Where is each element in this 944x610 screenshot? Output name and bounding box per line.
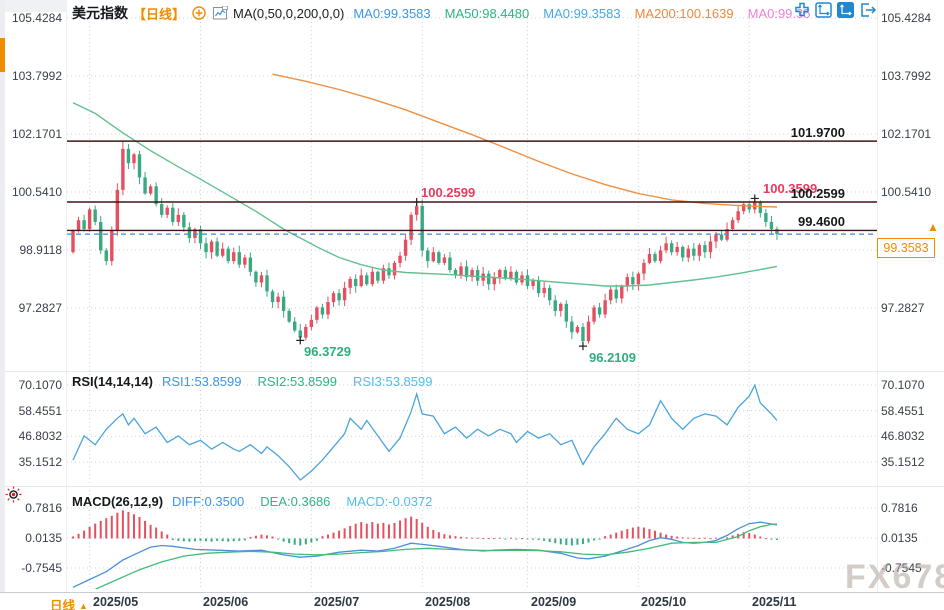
extreme-annotation: 96.3729 (304, 344, 351, 359)
price-axis-label-left: 103.7992 (11, 69, 62, 83)
date-label: 2025/09 (531, 595, 577, 609)
rsi-values: RSI1:53.8599 RSI2:53.8599 RSI3:53.8599 (162, 374, 433, 389)
axis-corner (0, 0, 66, 12)
triangle-up-icon: ▲ (79, 601, 88, 610)
exit-icon[interactable] (859, 2, 877, 18)
indicator-value: MA0:99.3583 (353, 5, 431, 21)
date-label: 2025/08 (425, 595, 471, 609)
indicator-value: DIFF:0.3500 (172, 494, 245, 509)
axis-scale-icon[interactable] (815, 2, 833, 18)
rsi-axis-label-right: 46.8032 (881, 429, 925, 443)
add-indicator-icon[interactable] (192, 6, 206, 20)
rsi-axis-label-right: 70.1070 (881, 378, 925, 392)
left-scrollbar-track[interactable] (0, 0, 5, 610)
level-price-label: 99.4600 (798, 214, 845, 229)
rsi-axis-label-left: 35.1512 (18, 455, 62, 469)
price-axis-label-left: 97.2827 (18, 301, 62, 315)
indicator-value: RSI1:53.8599 (161, 374, 242, 389)
chart-header: 美元指数 【日线】 MA(0,50,0,200,0,0) MA0:99.3583… (72, 3, 810, 23)
level-price-label: 100.2599 (790, 186, 845, 201)
price-axis-label-left: 98.9118 (19, 243, 63, 257)
indicator-value: MA50:98.4480 (444, 5, 530, 21)
rsi-axis-label-left: 70.1070 (18, 378, 62, 392)
date-label: 2025/11 (752, 595, 797, 609)
rsi-pane (72, 383, 778, 481)
rsi-header: RSI(14,14,14) RSI1:53.8599 RSI2:53.8599 RS… (72, 374, 432, 389)
macd-axis-label-left: -0.7545 (21, 561, 62, 575)
plot-left-border (66, 0, 67, 592)
period-tag[interactable]: 【日线】 (133, 6, 186, 22)
rsi-macd-separator (0, 486, 944, 487)
indicator-value: DEA:0.3686 (260, 494, 331, 509)
chart-toolbar (793, 2, 877, 18)
rsi-title[interactable]: RSI(14,14,14) (72, 374, 153, 389)
price-pane (71, 73, 779, 347)
date-label: 2025/06 (203, 595, 249, 609)
rsi-axis-label-left: 46.8032 (18, 429, 62, 443)
price-axis-label-right: 103.7992 (881, 69, 932, 83)
price-axis-label-right: 102.1701 (881, 127, 932, 141)
price-axis-label-left: 105.4284 (11, 11, 62, 25)
rsi-axis-label-right: 58.4551 (881, 404, 925, 418)
ma-settings[interactable]: MA(0,50,0,200,0,0) (233, 5, 345, 21)
rsi-axis-label-left: 58.4551 (18, 404, 62, 418)
axis-scale-active-icon[interactable] (837, 2, 855, 18)
indicator-value: MA0:99.35 (747, 5, 811, 21)
macd-pane (72, 510, 778, 589)
macd-axis-label-right: -0.7545 (881, 561, 922, 575)
price-rsi-separator (0, 371, 944, 372)
price-axis-label-left: 102.1701 (11, 127, 62, 141)
instrument-title: 美元指数 (72, 5, 128, 21)
plot-right-border (877, 0, 878, 592)
ma-values: MA0:99.3583 MA50:98.4480 MA0:99.3583 MA200:… (353, 6, 810, 21)
indicator-value: RSI3:53.8599 (352, 374, 433, 389)
price-axis-label-left: 100.5410 (11, 185, 62, 199)
indicator-value: RSI2:53.8599 (257, 374, 337, 389)
macd-values: DIFF:0.3500 DEA:0.3686 MACD:-0.0372 (172, 494, 432, 509)
left-scrollbar-thumb[interactable] (0, 38, 5, 72)
macd-title[interactable]: MACD(26,12,9) (72, 494, 164, 509)
indicator-settings-icon[interactable] (5, 486, 22, 503)
rsi-axis-label-right: 35.1512 (881, 455, 925, 469)
indicator-value: MACD:-0.0372 (346, 494, 433, 509)
period-selector[interactable]: 日线 ▲ (50, 599, 88, 610)
ma-indicator-icon[interactable] (213, 6, 228, 20)
date-label: 2025/07 (314, 595, 360, 609)
macd-axis-label-right: 0.0135 (881, 531, 918, 545)
macd-axis-label-right: 0.7816 (881, 501, 918, 515)
price-up-arrow-icon: ▲ (927, 220, 939, 234)
level-price-label: 101.9700 (790, 125, 845, 140)
price-axis-label-right: 100.5410 (881, 185, 932, 199)
extreme-annotation: 100.3599 (763, 181, 818, 196)
macd-header: MACD(26,12,9) DIFF:0.3500 DEA:0.3686 MACD:… (72, 494, 432, 509)
gridlines (67, 14, 877, 590)
indicator-value: MA200:100.1639 (634, 5, 734, 21)
pan-icon[interactable] (793, 2, 811, 18)
macd-axis-label-left: 0.7816 (25, 501, 62, 515)
date-axis-bar: 日线 ▲ 2025/05 2025/06 2025/07 2025/08 2025/09 2… (0, 592, 944, 610)
date-label: 2025/10 (641, 595, 687, 609)
price-axis-label-right: 97.2827 (881, 301, 925, 315)
overlay-lines (67, 140, 877, 597)
watermark: FX678 (845, 558, 944, 596)
price-axis-label-right: 105.4284 (881, 11, 932, 25)
date-label: 2025/05 (93, 595, 139, 609)
extreme-annotation: 100.2599 (421, 185, 476, 200)
indicator-value: MA0:99.3583 (543, 5, 621, 21)
current-price-tag: 99.3583 (877, 238, 935, 258)
extreme-annotation: 96.2109 (589, 350, 636, 365)
macd-axis-label-left: 0.0135 (25, 531, 62, 545)
